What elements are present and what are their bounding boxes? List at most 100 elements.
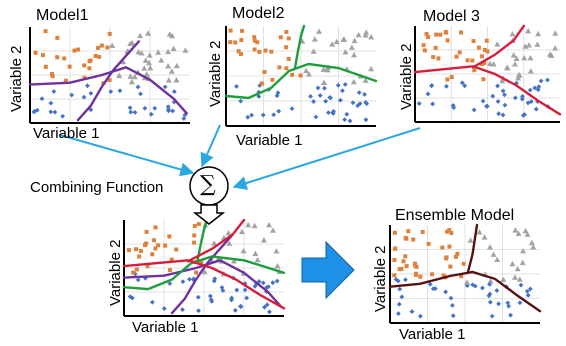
diamond-point xyxy=(545,77,550,83)
diamond-point xyxy=(451,105,457,110)
diamond-point xyxy=(274,93,280,99)
diamond-point xyxy=(337,97,343,103)
square-point xyxy=(436,56,441,61)
triangle-point xyxy=(265,221,272,228)
diamond-point xyxy=(52,109,58,115)
triangle-point xyxy=(509,260,516,267)
square-point xyxy=(144,229,149,234)
diamond-point xyxy=(350,100,356,106)
square-point xyxy=(286,56,291,61)
triangle-point xyxy=(487,244,494,250)
diamond-point xyxy=(275,90,281,96)
diamond-point xyxy=(495,99,501,104)
panel-title-ensemble: Ensemble Model xyxy=(395,207,515,224)
square-point xyxy=(156,243,161,248)
diamond-point xyxy=(427,281,433,287)
ensemble-boundary-curve xyxy=(466,223,479,274)
triangle-point xyxy=(165,48,172,55)
diamond-point xyxy=(238,98,244,104)
square-point xyxy=(93,53,98,58)
square-point xyxy=(431,55,436,60)
triangle-point xyxy=(211,240,218,246)
triangle-point xyxy=(173,77,180,83)
diamond-point xyxy=(505,300,511,306)
combined-model1-curve xyxy=(122,259,282,308)
diamond-point xyxy=(397,286,403,292)
square-point xyxy=(97,54,102,59)
square-point xyxy=(434,32,439,37)
square-point xyxy=(263,48,268,53)
diamond-point xyxy=(208,297,214,303)
square-point xyxy=(392,230,397,235)
square-point xyxy=(96,45,101,50)
triangle-point xyxy=(127,73,134,79)
triangle-point xyxy=(467,237,474,243)
triangle-point xyxy=(525,28,532,34)
diamond-point xyxy=(48,100,54,106)
triangle-point xyxy=(260,237,267,243)
triangle-point xyxy=(527,54,534,61)
triangle-point xyxy=(519,259,526,266)
square-point xyxy=(284,29,289,34)
square-point xyxy=(422,48,427,53)
diamond-point xyxy=(536,84,542,90)
square-point xyxy=(153,225,158,230)
triangle-point xyxy=(516,72,523,78)
arrow-model3-to-sum xyxy=(232,127,421,190)
square-point xyxy=(454,54,459,59)
square-point xyxy=(192,233,197,238)
triangle-point xyxy=(254,256,261,263)
diamond-point xyxy=(409,309,415,314)
diamond-point xyxy=(355,103,361,109)
ylabel-combined: Variable 2 xyxy=(107,239,124,306)
combined-model2-curve xyxy=(122,255,286,291)
triangle-point xyxy=(520,247,527,254)
diamond-point xyxy=(148,111,154,117)
triangle-point xyxy=(137,32,144,39)
triangle-point xyxy=(494,41,501,47)
diamond-point xyxy=(487,282,493,287)
diamond-point xyxy=(39,96,45,102)
square-point xyxy=(426,34,431,39)
square-point xyxy=(455,251,460,256)
square-point xyxy=(228,28,233,33)
triangle-point xyxy=(141,65,148,71)
diamond-point xyxy=(471,107,477,113)
triangle-point xyxy=(333,38,340,45)
diamond-point xyxy=(502,92,507,98)
triangle-point xyxy=(311,36,318,42)
square-point xyxy=(406,229,411,234)
diamond-point xyxy=(60,113,65,119)
diamond-point xyxy=(340,88,345,94)
square-point xyxy=(82,75,87,80)
triangle-point xyxy=(143,71,150,77)
diamond-point xyxy=(484,103,489,109)
square-point xyxy=(414,271,419,276)
square-point xyxy=(259,81,264,86)
square-point xyxy=(445,229,450,234)
triangle-point xyxy=(350,78,357,85)
square-point xyxy=(167,234,172,239)
model1-panel xyxy=(28,27,190,124)
diamond-point xyxy=(514,80,519,86)
diamond-point xyxy=(180,279,186,284)
combined-model2-curve xyxy=(196,218,209,262)
diamond-point xyxy=(532,85,538,91)
diamond-point xyxy=(69,92,75,98)
square-point xyxy=(401,259,406,264)
square-point xyxy=(472,68,477,73)
diamond-point xyxy=(344,111,350,117)
square-point xyxy=(43,29,48,34)
diamond-point xyxy=(538,78,544,84)
diamond-point xyxy=(270,280,276,286)
diamond-point xyxy=(322,85,327,91)
square-point xyxy=(290,72,295,77)
square-point xyxy=(236,49,241,54)
diamond-point xyxy=(363,117,369,123)
diamond-point xyxy=(480,285,485,291)
square-point xyxy=(404,264,409,269)
square-point xyxy=(228,40,233,45)
square-point xyxy=(392,257,397,262)
triangle-point xyxy=(128,78,135,85)
triangle-point xyxy=(464,279,471,285)
